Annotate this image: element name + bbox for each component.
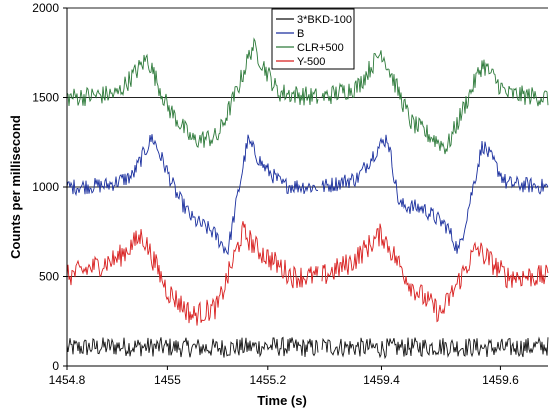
series-line-0-panel-0: [66, 336, 319, 358]
y-tick-label: 1500: [32, 91, 59, 105]
series-lines: [66, 37, 549, 360]
series-line-2-panel-1: [321, 50, 549, 155]
x-axis-title: Time (s): [257, 393, 307, 408]
legend-label: B: [297, 28, 304, 40]
y-tick-label: 0: [52, 359, 59, 373]
y-tick-label: 500: [39, 270, 59, 284]
y-tick-labels: 0 500 1000 1500 2000: [32, 1, 67, 373]
y-tick-label: 1000: [32, 180, 59, 194]
series-line-3-panel-1: [321, 223, 549, 323]
legend-label: CLR+500: [297, 42, 344, 54]
y-tick-label: 2000: [32, 1, 59, 15]
series-line-2-panel-0: [66, 37, 319, 148]
legend: 3*BKD-100 B CLR+500 Y-500: [271, 8, 355, 70]
series-line-1-panel-0: [66, 134, 319, 256]
legend-box: [271, 8, 355, 70]
series-line-0-panel-1: [321, 336, 549, 360]
legend-label: 3*BKD-100: [297, 14, 352, 26]
legend-label: Y-500: [297, 56, 325, 68]
x-tick-label: 1459.6: [482, 373, 519, 387]
x-tick-labels: 1454.8 1455 1455.2 1459.4 1459.6: [49, 366, 519, 387]
y-axis-title: Counts per millisecond: [8, 115, 23, 259]
x-tick-label: 1455.2: [249, 373, 286, 387]
series-line-3-panel-0: [66, 221, 319, 326]
x-tick-label: 1459.4: [363, 373, 400, 387]
x-tick-label: 1454.8: [49, 373, 86, 387]
series-line-1-panel-1: [321, 134, 549, 254]
x-tick-label: 1455: [154, 373, 181, 387]
